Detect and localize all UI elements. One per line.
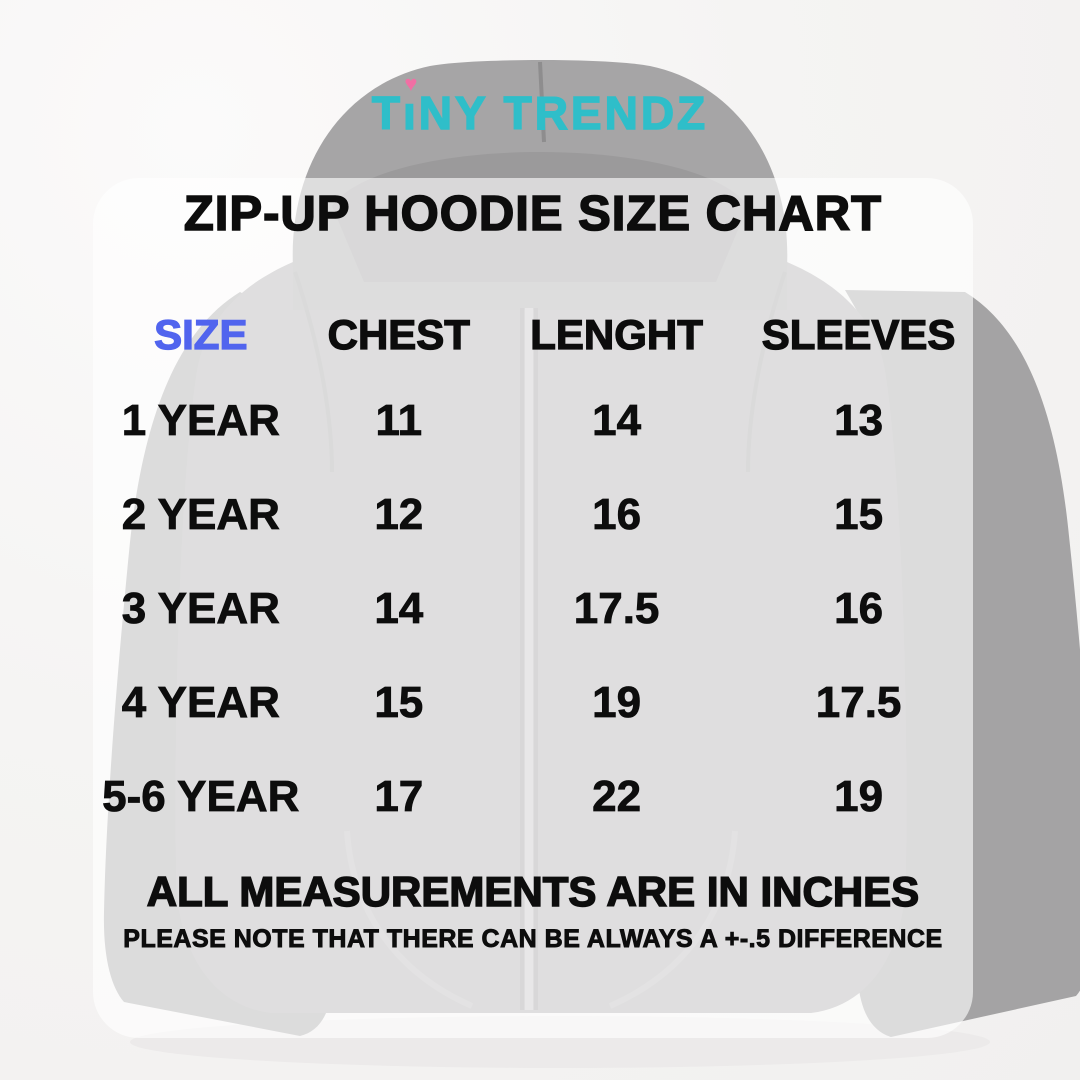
dotless-i: ı (402, 87, 419, 139)
table-row: 4 YEAR 15 19 17.5 (93, 678, 973, 727)
cell-chest: 11 (375, 396, 423, 445)
brand-logo-text-end: NY TRENDZ (418, 87, 709, 139)
cell-sleeves: 15 (834, 490, 884, 539)
table-row: 2 YEAR 12 16 15 (93, 490, 973, 539)
table-header-row: SIZE CHEST LENGHT SLEEVES (93, 311, 973, 358)
brand-logo: Tı ♥ NY TRENDZ (0, 73, 1080, 139)
table-row: 5-6 YEAR 17 22 19 (93, 772, 973, 821)
cell-size: 5-6 YEAR (102, 772, 300, 821)
cell-size: 3 YEAR (121, 584, 280, 633)
cell-size: 1 YEAR (121, 396, 280, 445)
chart-panel (93, 178, 973, 1038)
cell-chest: 14 (374, 584, 424, 633)
cell-chest: 15 (374, 678, 424, 727)
table-row: 3 YEAR 14 17.5 16 (93, 584, 973, 633)
cell-size: 4 YEAR (121, 678, 280, 727)
tolerance-note: PLEASE NOTE THAT THERE CAN BE ALWAYS A +… (123, 925, 943, 953)
brand-logo-letter-i: ı ♥ (402, 73, 419, 139)
cell-sleeves: 17.5 (815, 678, 902, 727)
page-title: ZIP-UP HOODIE SIZE CHART (183, 187, 883, 241)
column-header-sleeves: SLEEVES (761, 311, 956, 358)
cell-length: 14 (592, 396, 642, 445)
cell-sleeves: 19 (834, 772, 884, 821)
column-header-chest: CHEST (327, 311, 471, 358)
measurements-note: ALL MEASUREMENTS ARE IN INCHES (146, 868, 920, 915)
cell-size: 2 YEAR (121, 490, 280, 539)
cell-length: 22 (592, 772, 642, 821)
table-row: 1 YEAR 11 14 13 (93, 396, 973, 445)
column-header-size: SIZE (153, 311, 248, 358)
cell-sleeves: 13 (834, 396, 884, 445)
cell-chest: 12 (374, 490, 424, 539)
cell-length: 17.5 (573, 584, 660, 633)
cell-chest: 17 (374, 772, 424, 821)
cell-length: 19 (592, 678, 642, 727)
heart-icon: ♥ (404, 71, 418, 96)
cell-sleeves: 16 (834, 584, 884, 633)
hoodie-hood-seam (538, 61, 546, 143)
column-header-length: LENGHT (530, 311, 704, 358)
brand-logo-text-start: T (371, 87, 403, 139)
cell-length: 16 (592, 490, 642, 539)
